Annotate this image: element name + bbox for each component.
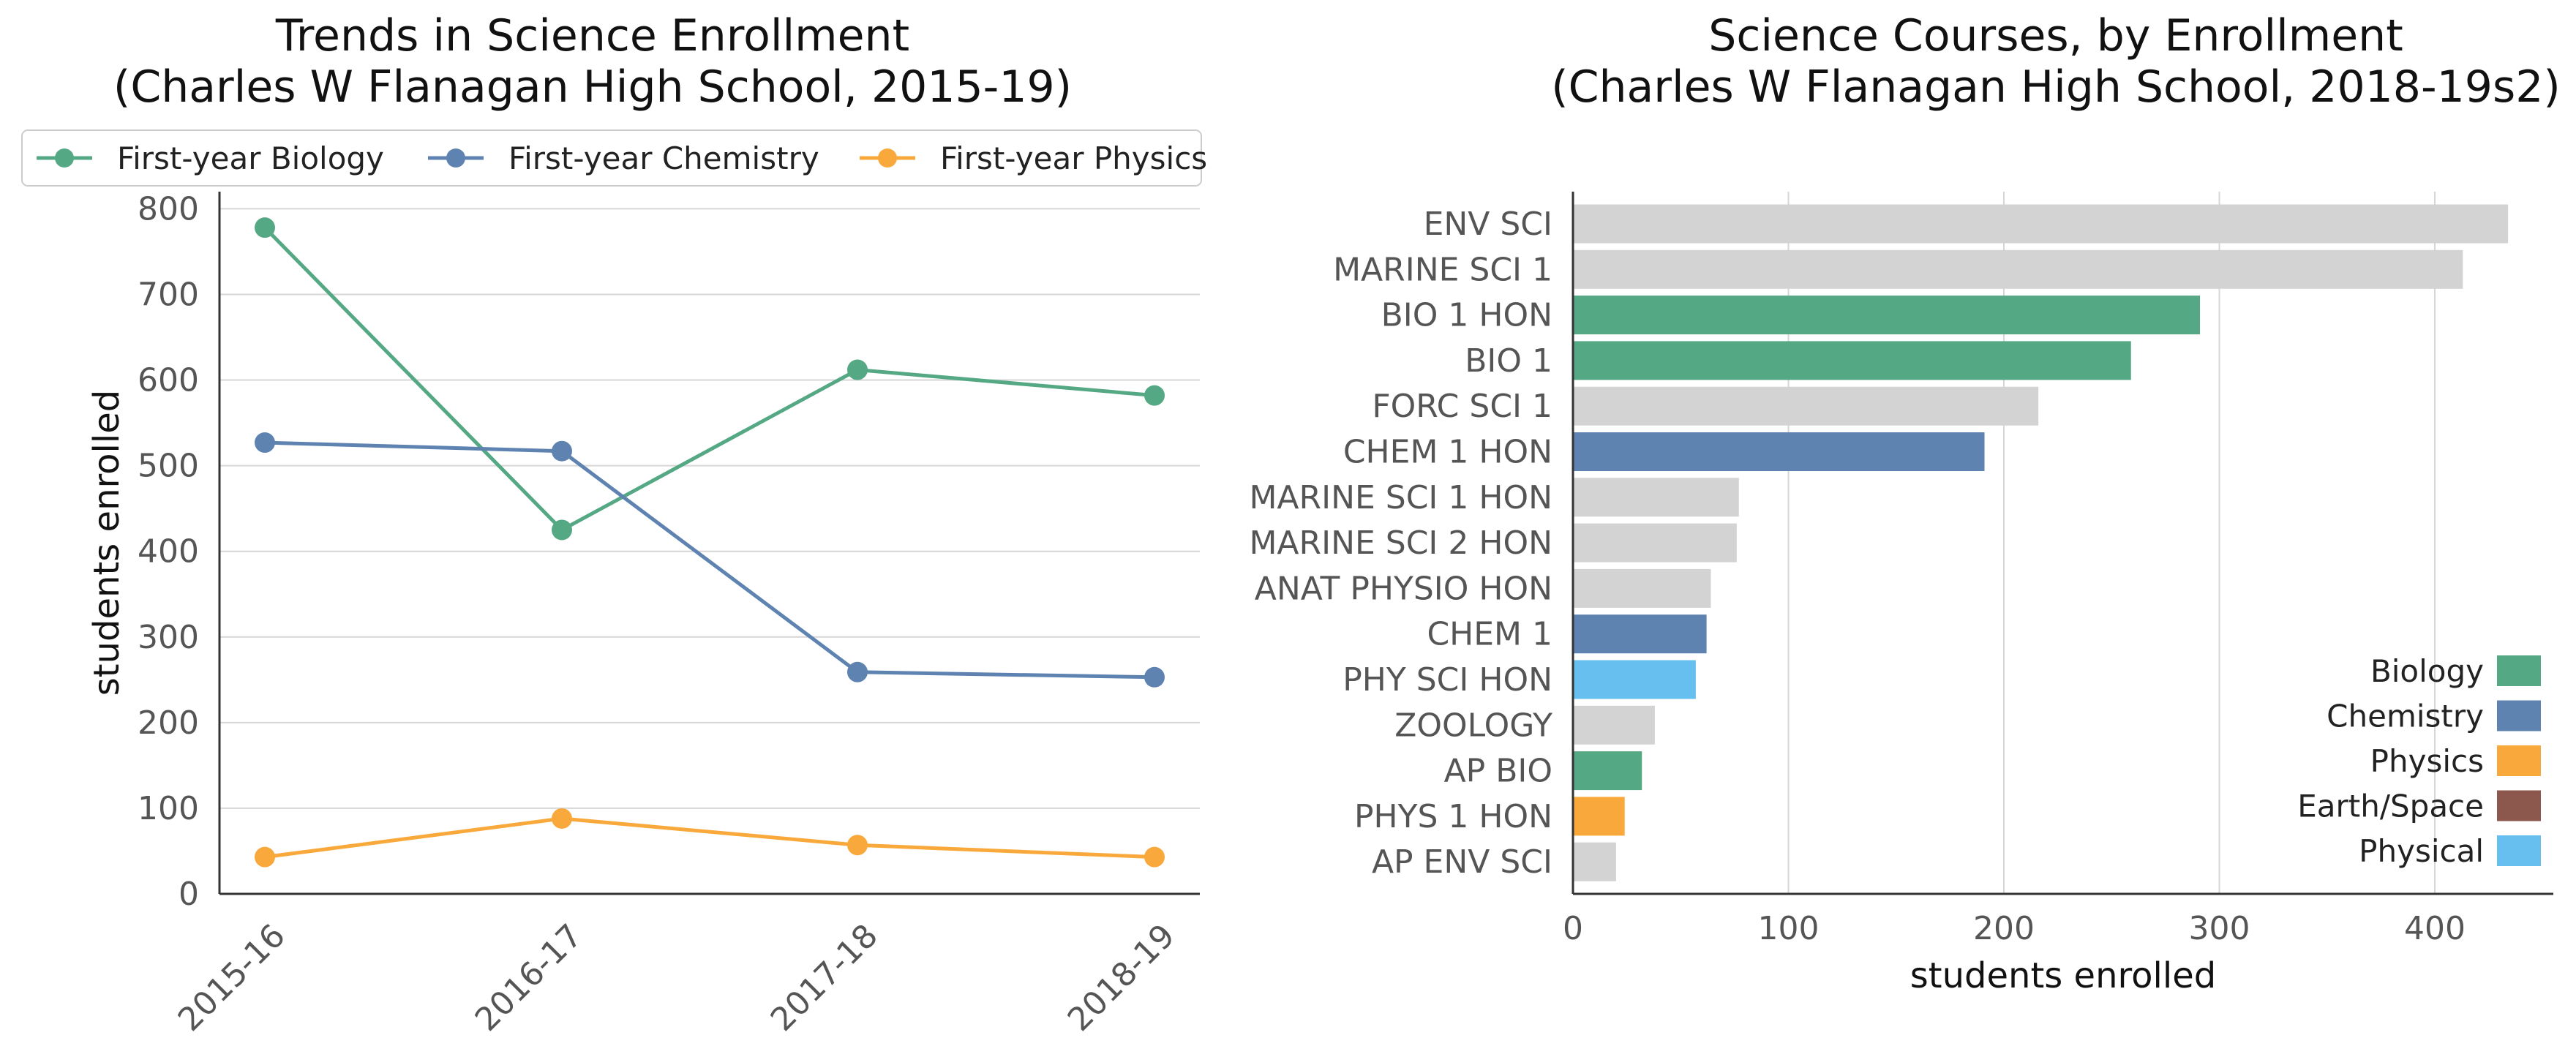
x-tick-label: 300 (2189, 910, 2250, 947)
legend-swatch-biology (2497, 655, 2541, 686)
series-line-first-year-biology (263, 226, 1155, 533)
legend: First-year Biology First-year Chemistry Fi… (21, 129, 1207, 187)
legend-box (21, 129, 1202, 187)
y-tick-label: CHEM 1 HON (1343, 434, 1552, 471)
y-tick-label: MARINE SCI 2 HON (1249, 524, 1552, 562)
y-tick-label: 800 (138, 190, 199, 227)
y-tick-label: 600 (138, 362, 199, 399)
y-tick-label: AP ENV SCI (1372, 843, 1552, 881)
y-tick-label: PHY SCI HON (1343, 661, 1552, 699)
legend-marker-first-year-biology (55, 148, 74, 168)
legend-marker-first-year-physics (878, 148, 897, 168)
y-tick-label: PHYS 1 HON (1354, 798, 1552, 835)
data-point-first-year-biology (1144, 385, 1165, 406)
series-line-first-year-chemistry (264, 440, 1155, 680)
bar-anat-physio-hon (1573, 568, 1711, 608)
x-tick-label: 200 (1973, 910, 2035, 947)
bar-bio-1-hon (1573, 296, 2201, 335)
bar-chem-1-hon (1573, 432, 1985, 471)
right-chart-title-line1: Science Courses, by Enrollment (1708, 10, 2403, 61)
bar-marine-sci-1-hon (1573, 478, 1739, 517)
bar-ap-bio (1573, 751, 1642, 791)
right-chart-title: Science Courses, by Enrollment (Charles … (1507, 10, 2576, 113)
y-tick-label: MARINE SCI 1 (1333, 251, 1552, 288)
legend-label-physics: Physics (2370, 743, 2484, 779)
y-tick-label: 100 (138, 790, 199, 827)
y-tick-label: CHEM 1 (1427, 616, 1552, 653)
series-line-first-year-physics (264, 816, 1155, 859)
legend-swatch-earth-space (2497, 790, 2541, 821)
data-point-first-year-physics (847, 835, 868, 856)
legend: Biology Chemistry Physics Earth/Space Physic… (2297, 653, 2541, 869)
bar-zoology (1573, 705, 1655, 745)
x-tick-label: 400 (2404, 910, 2466, 947)
data-point-first-year-physics (255, 846, 275, 868)
legend-label-first-year-physics: First-year Physics (940, 140, 1207, 176)
x-tick-label: 100 (1758, 910, 1820, 947)
y-tick-label: 500 (138, 448, 199, 485)
left-chart-title-line2: (Charles W Flanagan High School, 2015-19… (113, 61, 1073, 113)
data-point-first-year-biology (255, 217, 275, 238)
x-axis-label: students enrolled (1910, 955, 2216, 996)
bar-forc-sci-1 (1573, 386, 2039, 426)
bar-marine-sci-1 (1573, 249, 2463, 289)
y-tick-label: 300 (138, 619, 199, 656)
x-tick-label: 0 (1563, 910, 1583, 947)
bar-bio-1 (1573, 341, 2131, 380)
data-point-first-year-physics (1144, 846, 1165, 868)
y-tick-label: MARINE SCI 1 HON (1249, 479, 1552, 516)
legend-label-earth-space: Earth/Space (2297, 789, 2484, 824)
bar-marine-sci-2-hon (1573, 523, 1737, 563)
data-point-first-year-chemistry (552, 440, 572, 462)
y-tick-label: BIO 1 HON (1381, 297, 1552, 334)
legend-label-biology: Biology (2370, 653, 2484, 689)
legend-label-first-year-chemistry: First-year Chemistry (508, 140, 819, 176)
legend-marker-first-year-chemistry (446, 148, 465, 168)
bar-phy-sci-hon (1573, 660, 1696, 699)
y-tick-label: ZOOLOGY (1394, 707, 1552, 744)
data-point-first-year-chemistry (847, 661, 868, 682)
y-axis-label: students enrolled (86, 390, 127, 696)
legend-label-chemistry: Chemistry (2327, 699, 2484, 734)
y-tick-label: 400 (138, 533, 199, 571)
legend-swatch-physics (2497, 745, 2541, 776)
y-tick-label: ANAT PHYSIO HON (1255, 570, 1552, 607)
right-chart-title-line2: (Charles W Flanagan High School, 2018-19… (1551, 61, 2561, 113)
legend-label-physical: Physical (2359, 833, 2484, 869)
data-point-first-year-chemistry (1144, 666, 1165, 688)
bar-phys-1-hon (1573, 797, 1625, 836)
data-point-first-year-chemistry (255, 432, 275, 454)
y-tick-label: BIO 1 (1465, 342, 1552, 380)
data-point-first-year-biology (847, 359, 868, 380)
data-point-first-year-physics (552, 808, 572, 829)
legend-swatch-physical (2497, 835, 2541, 866)
left-chart-title-line1: Trends in Science Enrollment (275, 10, 910, 61)
bar-chem-1 (1573, 614, 1707, 654)
bar-env-sci (1573, 204, 2509, 244)
left-chart-title: Trends in Science Enrollment (Charles W … (80, 10, 1105, 113)
legend-swatch-chemistry (2497, 700, 2541, 731)
y-tick-label: FORC SCI 1 (1372, 388, 1552, 425)
y-tick-label: 700 (138, 276, 199, 313)
y-tick-label: 0 (179, 876, 199, 913)
legend-label-first-year-biology: First-year Biology (117, 140, 384, 176)
y-tick-label: ENV SCI (1424, 206, 1552, 243)
y-tick-label: 200 (138, 704, 199, 742)
bar-ap-env-sci (1573, 842, 1616, 881)
data-point-first-year-biology (552, 519, 572, 541)
y-tick-label: AP BIO (1444, 753, 1552, 790)
